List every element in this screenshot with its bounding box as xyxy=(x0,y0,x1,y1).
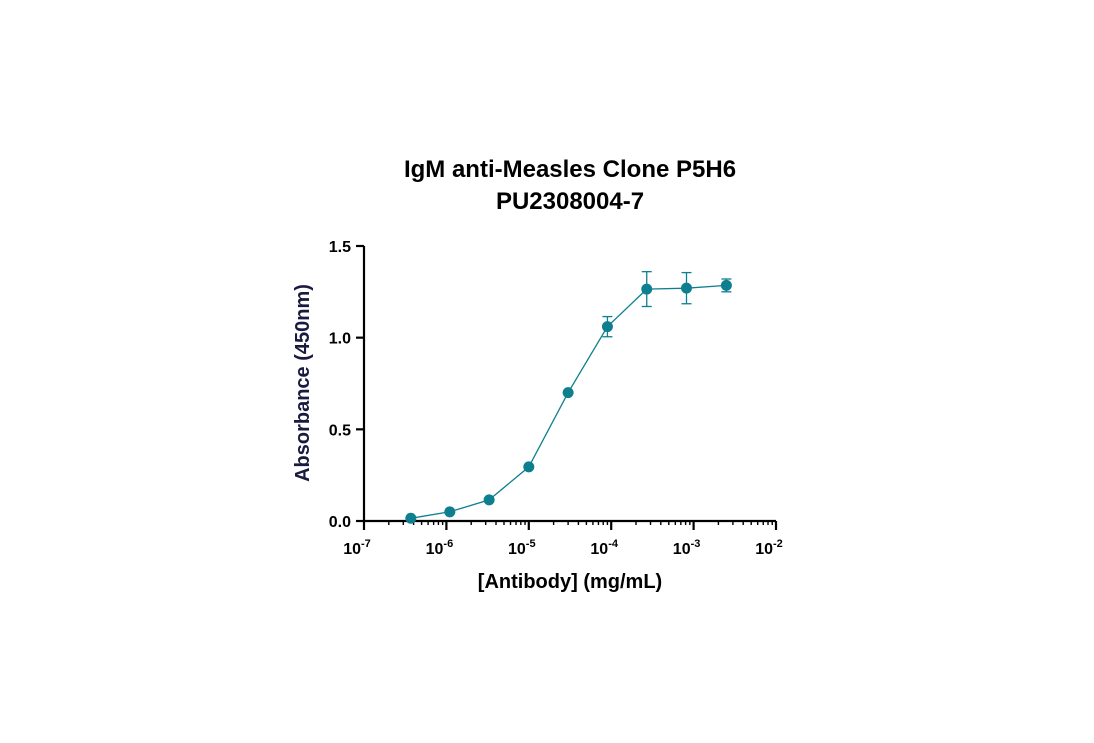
data-point xyxy=(641,283,653,295)
x-tick-exponent: -5 xyxy=(526,538,536,550)
data-point xyxy=(720,279,732,291)
data-point xyxy=(523,461,535,473)
chart-subtitle: PU2308004-7 xyxy=(496,188,644,215)
data-point xyxy=(562,387,574,399)
y-tick-label: 1.0 xyxy=(329,331,351,348)
x-tick-label: 10-7 xyxy=(343,538,371,558)
x-tick-base: 10 xyxy=(426,541,444,558)
x-tick-base: 10 xyxy=(673,541,691,558)
axes: 0.00.51.01.510-7 10-6 10-5 10-4 10-3 10-2 xyxy=(329,239,783,558)
x-tick-base: 10 xyxy=(755,541,773,558)
chart-title: IgM anti-Measles Clone P5H6 xyxy=(404,156,736,183)
data-series xyxy=(405,271,732,524)
y-tick-label: 0.5 xyxy=(329,422,351,439)
x-axis-label: [Antibody] (mg/mL) xyxy=(478,571,662,593)
x-tick-base: 10 xyxy=(508,541,526,558)
data-point xyxy=(483,494,495,506)
x-tick-base: 10 xyxy=(343,541,361,558)
x-tick-exponent: -6 xyxy=(443,538,453,550)
data-point xyxy=(680,282,692,294)
y-tick-label: 1.5 xyxy=(329,239,351,256)
x-tick-label: 10-4 xyxy=(590,538,618,558)
x-tick-base: 10 xyxy=(590,541,608,558)
y-axis-label: Absorbance (450nm) xyxy=(292,284,314,482)
y-tick-label: 0.0 xyxy=(329,514,351,531)
data-point xyxy=(405,512,417,524)
x-tick-exponent: -2 xyxy=(773,538,783,550)
x-tick-label: 10-6 xyxy=(426,538,454,558)
x-tick-label: 10-5 xyxy=(508,538,536,558)
series-line xyxy=(410,284,727,519)
x-tick-label: 10-3 xyxy=(673,538,701,558)
x-tick-exponent: -7 xyxy=(361,538,371,550)
data-point xyxy=(444,506,456,518)
data-point xyxy=(601,321,613,333)
x-tick-label: 10-2 xyxy=(755,538,783,558)
x-tick-exponent: -4 xyxy=(608,538,619,550)
x-tick-exponent: -3 xyxy=(691,538,701,550)
